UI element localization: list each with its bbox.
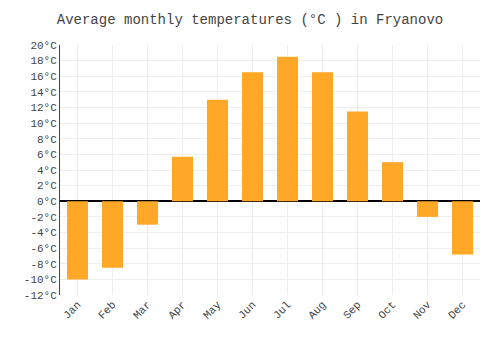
svg-text:0°C: 0°C <box>37 196 57 208</box>
svg-text:8°C: 8°C <box>37 134 57 146</box>
svg-text:-2°C: -2°C <box>30 212 57 224</box>
svg-text:10°C: 10°C <box>30 118 57 130</box>
svg-text:Mar: Mar <box>131 299 153 321</box>
svg-text:Aug: Aug <box>306 299 328 321</box>
svg-text:-6°C: -6°C <box>30 243 57 255</box>
svg-text:14°C: 14°C <box>30 87 57 99</box>
svg-text:Average monthly temperatures (: Average monthly temperatures (°C ) in Fr… <box>57 12 443 28</box>
svg-text:-8°C: -8°C <box>30 259 57 271</box>
svg-text:6°C: 6°C <box>37 149 57 161</box>
svg-text:Nov: Nov <box>411 299 434 322</box>
svg-text:4°C: 4°C <box>37 165 57 177</box>
svg-text:Oct: Oct <box>376 299 398 321</box>
svg-text:-10°C: -10°C <box>24 274 57 286</box>
svg-text:20°C: 20°C <box>30 40 57 52</box>
svg-text:2°C: 2°C <box>37 180 57 192</box>
svg-text:Apr: Apr <box>166 299 188 321</box>
svg-text:Feb: Feb <box>96 299 118 321</box>
svg-text:Dec: Dec <box>446 299 468 321</box>
svg-text:Sep: Sep <box>341 299 363 321</box>
svg-text:-12°C: -12°C <box>24 290 57 302</box>
svg-text:Jul: Jul <box>271 299 293 321</box>
svg-text:18°C: 18°C <box>30 55 57 67</box>
svg-text:Jan: Jan <box>61 299 83 321</box>
svg-text:May: May <box>201 299 224 322</box>
svg-text:Jun: Jun <box>236 299 258 321</box>
svg-text:-4°C: -4°C <box>30 227 57 239</box>
svg-text:12°C: 12°C <box>30 102 57 114</box>
svg-text:16°C: 16°C <box>30 71 57 83</box>
